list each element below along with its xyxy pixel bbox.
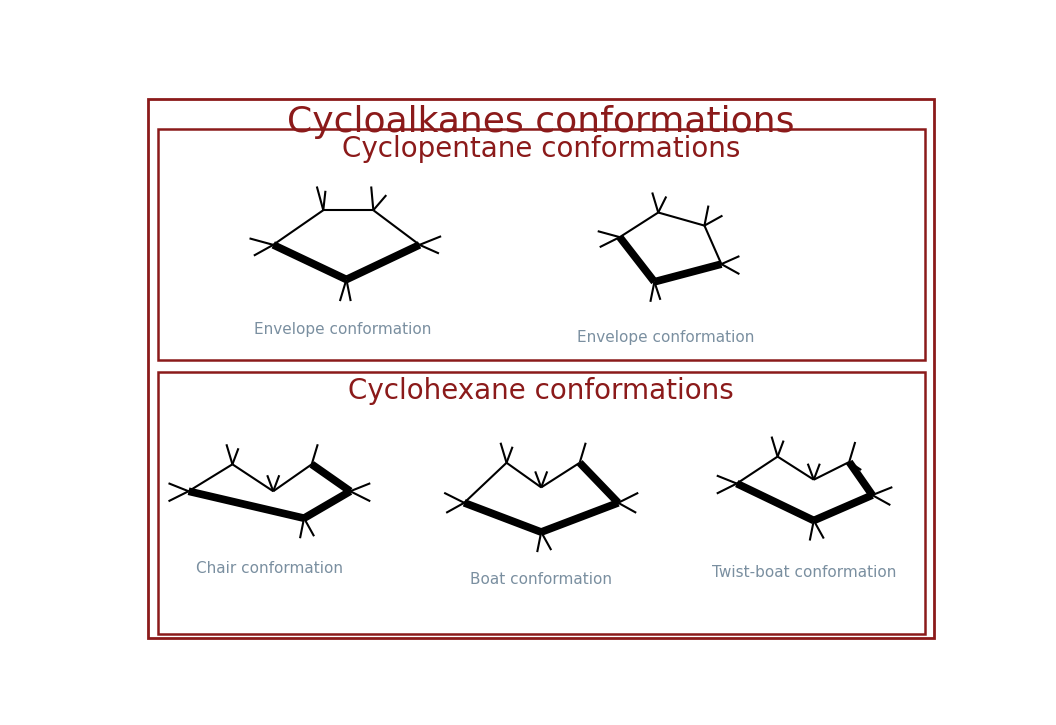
Polygon shape xyxy=(188,487,305,522)
Bar xyxy=(157,372,925,634)
Polygon shape xyxy=(617,235,658,284)
Polygon shape xyxy=(344,241,421,283)
Polygon shape xyxy=(654,260,722,286)
Polygon shape xyxy=(302,488,353,521)
Text: Chair conformation: Chair conformation xyxy=(196,560,343,576)
Text: Envelope conformation: Envelope conformation xyxy=(578,330,755,345)
Text: Cyclopentane conformations: Cyclopentane conformations xyxy=(342,135,740,162)
Text: Cycloalkanes conformations: Cycloalkanes conformations xyxy=(287,104,795,138)
Text: Envelope conformation: Envelope conformation xyxy=(253,322,431,337)
Text: Twist-boat conformation: Twist-boat conformation xyxy=(713,565,897,579)
Bar xyxy=(157,129,925,360)
Text: Boat conformation: Boat conformation xyxy=(470,572,612,587)
Polygon shape xyxy=(463,500,543,536)
Polygon shape xyxy=(735,480,815,524)
Polygon shape xyxy=(540,500,620,536)
Polygon shape xyxy=(309,461,353,494)
Polygon shape xyxy=(846,460,875,497)
Polygon shape xyxy=(577,460,621,505)
Text: Cyclohexane conformations: Cyclohexane conformations xyxy=(348,377,734,405)
Polygon shape xyxy=(812,492,873,524)
Polygon shape xyxy=(271,241,348,283)
